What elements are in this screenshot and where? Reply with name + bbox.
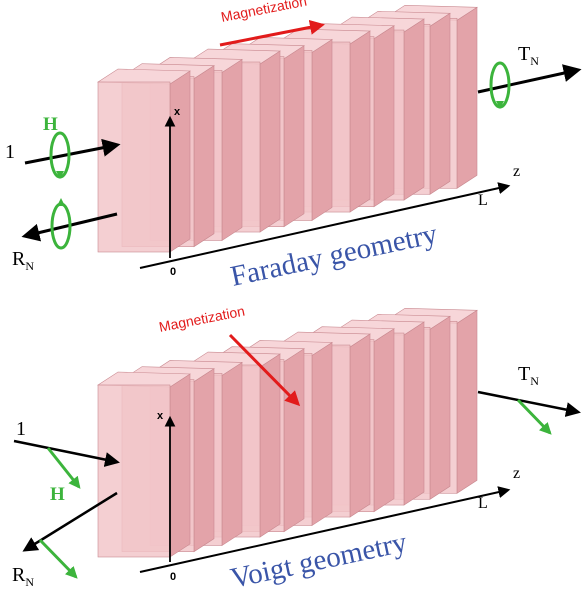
faraday-magnetization-arrow bbox=[219, 19, 325, 47]
faraday-slab-side bbox=[193, 65, 215, 248]
voigt-slab bbox=[97, 371, 191, 558]
faraday-magnetization-label: Magnetization bbox=[220, 0, 309, 25]
voigt-transmitted-main: T bbox=[518, 363, 530, 385]
voigt-z-axis bbox=[139, 486, 511, 573]
voigt-slab-front bbox=[97, 384, 171, 558]
faraday-slab-side bbox=[429, 12, 451, 195]
voigt-origin-label: 0 bbox=[170, 571, 176, 583]
faraday-slab-side bbox=[349, 30, 371, 213]
voigt-incident-arrow bbox=[13, 439, 120, 467]
voigt-transmitted-arrow bbox=[477, 390, 581, 418]
voigt-reflected-main: R bbox=[12, 564, 26, 586]
voigt-slab-side bbox=[193, 368, 215, 553]
faraday-incident-polarization-arrowhead bbox=[56, 171, 64, 179]
faraday-transmitted-arrow bbox=[477, 64, 582, 94]
voigt-reflected-sub: N bbox=[25, 575, 34, 589]
faraday-incident-label: 1 bbox=[5, 141, 15, 163]
voigt-incident-field-vector bbox=[46, 447, 81, 489]
faraday-slab bbox=[97, 68, 191, 253]
voigt-length-label: L bbox=[478, 495, 488, 512]
voigt-slab-side bbox=[221, 361, 243, 547]
voigt-slab-side bbox=[311, 341, 333, 527]
faraday-reflected-label: RN bbox=[12, 248, 34, 273]
faraday-panel: x z 0 L Magnetization 1 H RN TN Faraday … bbox=[5, 0, 582, 293]
voigt-slab-side bbox=[169, 373, 191, 558]
faraday-reflected-sub: N bbox=[25, 259, 34, 273]
faraday-x-label: x bbox=[174, 106, 181, 118]
faraday-incident-arrow bbox=[24, 138, 121, 165]
faraday-transmitted-sub: N bbox=[530, 54, 539, 68]
faraday-length-label: L bbox=[478, 192, 488, 209]
faraday-slab-side bbox=[259, 50, 281, 233]
voigt-slab-side bbox=[349, 333, 371, 518]
voigt-x-label: x bbox=[157, 410, 164, 422]
faraday-transmitted-main: T bbox=[518, 43, 530, 65]
voigt-transmitted-field-vector bbox=[516, 398, 552, 435]
voigt-slab-side bbox=[429, 315, 451, 500]
faraday-transmitted-polarization-arrowhead bbox=[496, 101, 504, 109]
voigt-magnetization-label: Magnetization bbox=[158, 303, 247, 335]
faraday-reflected-main: R bbox=[12, 248, 26, 270]
faraday-slab-side bbox=[221, 58, 243, 242]
faraday-slab-stack bbox=[97, 4, 478, 253]
voigt-slab-side bbox=[283, 348, 305, 533]
voigt-field-label: H bbox=[50, 484, 65, 505]
voigt-slab-side bbox=[373, 328, 395, 513]
faraday-slab-front bbox=[97, 81, 171, 253]
voigt-reflected-field-vector bbox=[38, 538, 78, 579]
voigt-magnetization-arrow bbox=[228, 333, 301, 407]
voigt-slab-side bbox=[456, 309, 478, 494]
faraday-slab-side bbox=[373, 25, 395, 208]
faraday-slab-side bbox=[311, 38, 333, 222]
faraday-z-label: z bbox=[513, 163, 520, 180]
faraday-slab-side bbox=[403, 18, 425, 201]
faraday-field-label: H bbox=[43, 114, 58, 135]
voigt-incident-label: 1 bbox=[16, 418, 26, 440]
voigt-z-label: z bbox=[513, 465, 520, 482]
faraday-slab-side bbox=[169, 70, 191, 253]
voigt-slab-stack bbox=[97, 307, 478, 558]
voigt-reflected-label: RN bbox=[12, 564, 34, 589]
voigt-transmitted-sub: N bbox=[530, 374, 539, 388]
voigt-slab-side bbox=[403, 321, 425, 506]
faraday-origin-label: 0 bbox=[170, 266, 176, 278]
faraday-reflected-polarization-arrowhead bbox=[57, 198, 65, 206]
faraday-slab-side bbox=[456, 6, 478, 189]
faraday-z-axis bbox=[139, 182, 511, 269]
voigt-panel: x z 0 L Magnetization 1 H RN TN Voigt ge… bbox=[12, 303, 581, 593]
voigt-transmitted-label: TN bbox=[518, 363, 539, 388]
faraday-slab-side bbox=[283, 45, 305, 228]
faraday-transmitted-label: TN bbox=[518, 43, 539, 68]
